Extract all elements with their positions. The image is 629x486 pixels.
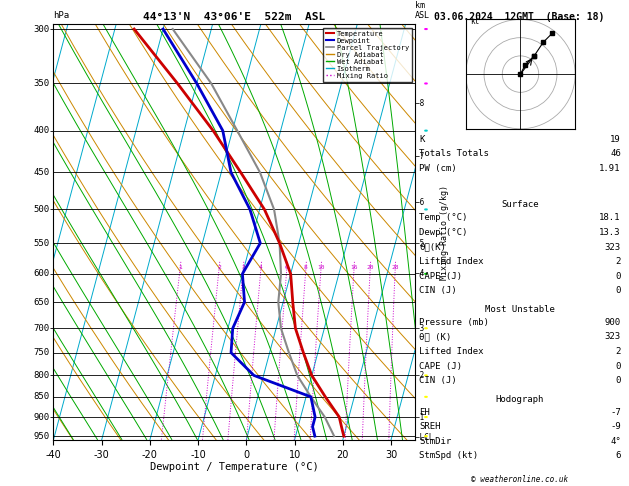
Text: 1.91: 1.91 — [599, 164, 621, 173]
Text: ―4: ―4 — [415, 269, 425, 278]
Text: 4: 4 — [259, 265, 263, 270]
Text: CAPE (J): CAPE (J) — [419, 362, 462, 371]
Text: 300: 300 — [33, 24, 50, 34]
Text: 350: 350 — [33, 79, 50, 88]
Text: 2: 2 — [615, 347, 621, 356]
Text: Most Unstable: Most Unstable — [485, 305, 555, 314]
Text: 16: 16 — [350, 265, 358, 270]
Text: 0: 0 — [615, 376, 621, 385]
Text: 323: 323 — [604, 243, 621, 252]
Text: Mixing Ratio (g/kg): Mixing Ratio (g/kg) — [440, 185, 448, 279]
Text: Totals Totals: Totals Totals — [419, 149, 489, 158]
Text: EH: EH — [419, 408, 430, 417]
Text: 20: 20 — [367, 265, 374, 270]
Text: ―8: ―8 — [415, 99, 425, 107]
Text: 600: 600 — [33, 269, 50, 278]
Text: ―6: ―6 — [415, 198, 425, 207]
Text: hPa: hPa — [53, 11, 70, 20]
Text: Pressure (mb): Pressure (mb) — [419, 318, 489, 327]
Text: 10: 10 — [317, 265, 325, 270]
Text: Surface: Surface — [501, 200, 538, 209]
Text: StmSpd (kt): StmSpd (kt) — [419, 451, 478, 461]
Title: 44°13'N  43°06'E  522m  ASL: 44°13'N 43°06'E 522m ASL — [143, 12, 325, 22]
Text: 0: 0 — [615, 362, 621, 371]
Text: CIN (J): CIN (J) — [419, 376, 457, 385]
Text: 3: 3 — [242, 265, 245, 270]
Text: ―1: ―1 — [415, 413, 425, 421]
Text: 650: 650 — [33, 297, 50, 307]
Text: 13.3: 13.3 — [599, 228, 621, 237]
Text: StmDir: StmDir — [419, 437, 451, 446]
Legend: Temperature, Dewpoint, Parcel Trajectory, Dry Adiabat, Wet Adiabat, Isotherm, Mi: Temperature, Dewpoint, Parcel Trajectory… — [323, 28, 411, 82]
Text: km
ASL: km ASL — [415, 1, 430, 20]
Text: ―7: ―7 — [415, 152, 425, 161]
Text: kt: kt — [470, 17, 480, 26]
Text: 400: 400 — [33, 126, 50, 135]
Text: 6: 6 — [615, 451, 621, 461]
Text: 18.1: 18.1 — [599, 213, 621, 223]
Text: 4°: 4° — [610, 437, 621, 446]
Text: 900: 900 — [604, 318, 621, 327]
Text: 323: 323 — [604, 332, 621, 342]
Text: ―2: ―2 — [415, 371, 425, 380]
Text: 28: 28 — [391, 265, 399, 270]
Text: 2: 2 — [615, 257, 621, 266]
Text: 03.06.2024  12GMT  (Base: 18): 03.06.2024 12GMT (Base: 18) — [434, 12, 604, 22]
Text: K: K — [419, 135, 425, 144]
Text: 450: 450 — [33, 168, 50, 177]
Text: Temp (°C): Temp (°C) — [419, 213, 467, 223]
Text: θᴇ (K): θᴇ (K) — [419, 332, 451, 342]
Text: 950: 950 — [33, 432, 50, 441]
Text: 500: 500 — [33, 205, 50, 214]
Text: 0: 0 — [615, 286, 621, 295]
Text: 19: 19 — [610, 135, 621, 144]
X-axis label: Dewpoint / Temperature (°C): Dewpoint / Temperature (°C) — [150, 462, 319, 472]
Text: 1: 1 — [178, 265, 182, 270]
Text: 750: 750 — [33, 348, 50, 357]
Text: 900: 900 — [33, 413, 50, 421]
Text: -9: -9 — [610, 422, 621, 432]
Text: 800: 800 — [33, 371, 50, 380]
Text: 6: 6 — [285, 265, 289, 270]
Text: Lifted Index: Lifted Index — [419, 257, 484, 266]
Text: -7: -7 — [610, 408, 621, 417]
Text: 550: 550 — [33, 239, 50, 247]
Text: Dewp (°C): Dewp (°C) — [419, 228, 467, 237]
Text: © weatheronline.co.uk: © weatheronline.co.uk — [471, 474, 569, 484]
Text: SREH: SREH — [419, 422, 440, 432]
Text: ―LCL: ―LCL — [415, 434, 433, 442]
Text: CAPE (J): CAPE (J) — [419, 272, 462, 281]
Text: Hodograph: Hodograph — [496, 395, 544, 404]
Text: ―3: ―3 — [415, 324, 425, 333]
Text: 850: 850 — [33, 392, 50, 401]
Text: θᴇ(K): θᴇ(K) — [419, 243, 446, 252]
Text: 2: 2 — [217, 265, 221, 270]
Text: 0: 0 — [615, 272, 621, 281]
Text: ―5: ―5 — [415, 239, 425, 247]
Text: PW (cm): PW (cm) — [419, 164, 457, 173]
Text: 46: 46 — [610, 149, 621, 158]
Text: 700: 700 — [33, 324, 50, 333]
Text: CIN (J): CIN (J) — [419, 286, 457, 295]
Text: 8: 8 — [304, 265, 308, 270]
Text: Lifted Index: Lifted Index — [419, 347, 484, 356]
